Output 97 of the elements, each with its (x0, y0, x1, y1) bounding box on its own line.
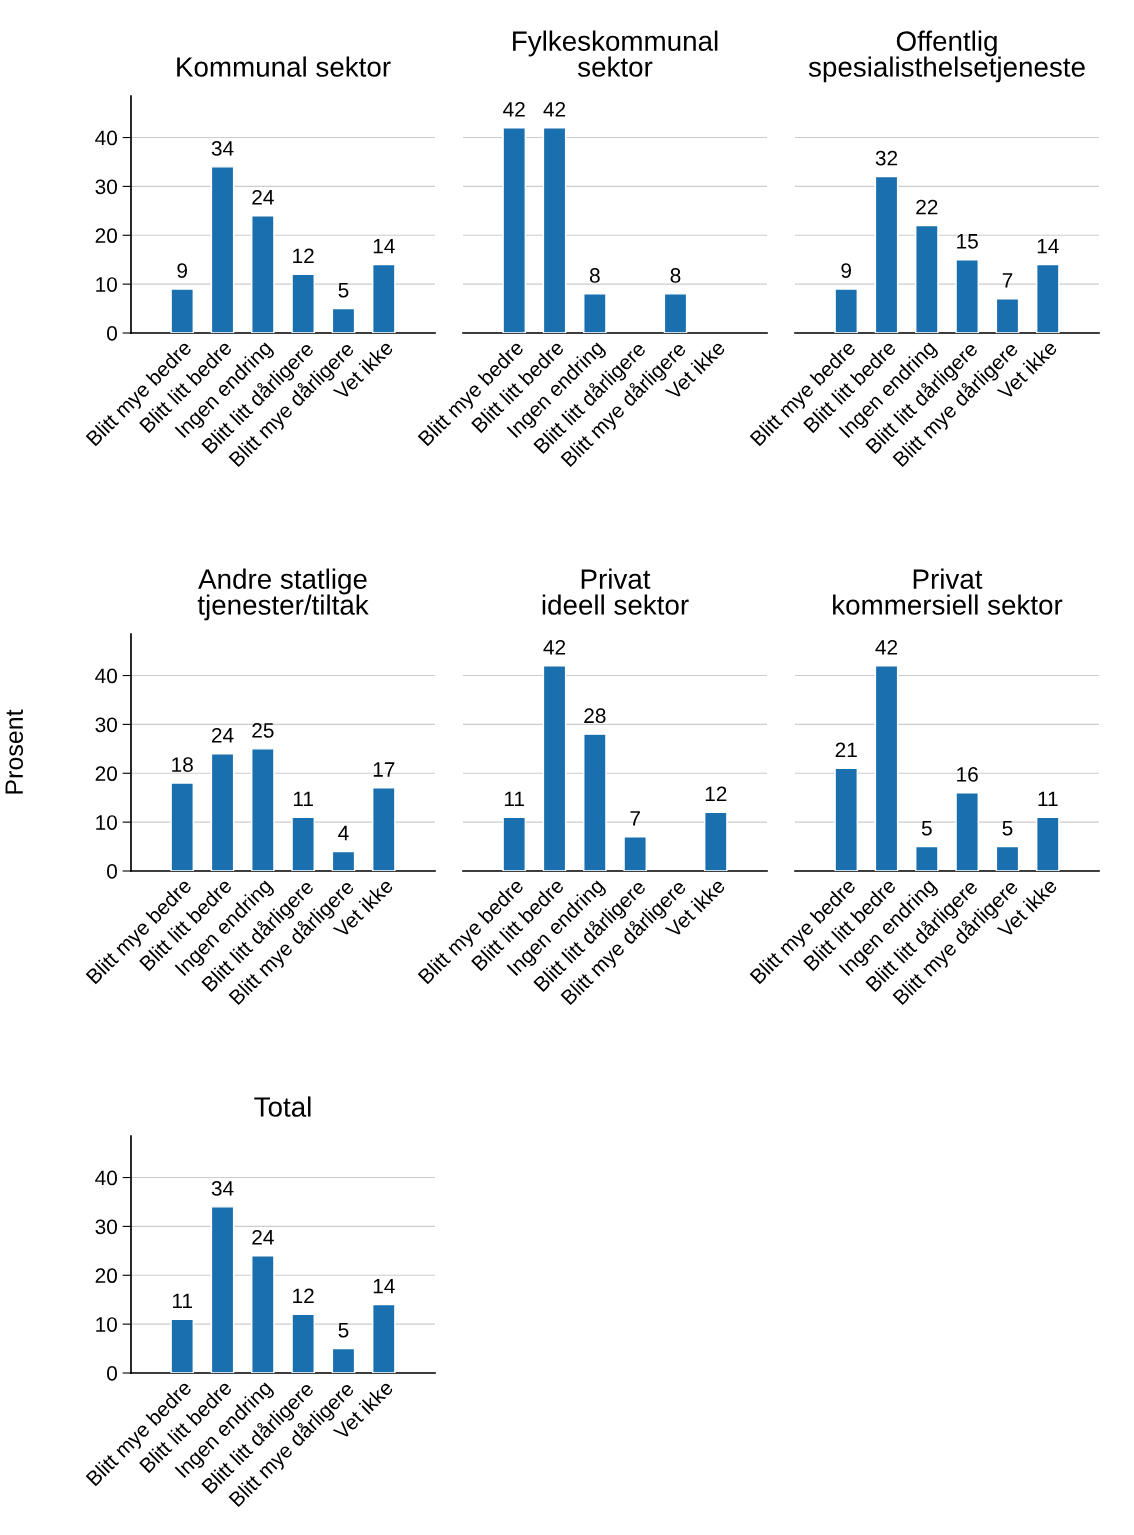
data-label: 5 (1002, 820, 1013, 836)
data-label: 21 (835, 742, 857, 758)
bar (623, 836, 647, 871)
y-tick-label: 0 (107, 1366, 117, 1381)
bar (331, 307, 356, 333)
y-tick-label: 20 (95, 228, 117, 244)
bar (955, 259, 979, 333)
data-label: 14 (373, 238, 395, 254)
bar (583, 733, 607, 871)
data-label: 16 (957, 767, 978, 782)
bar (502, 816, 526, 871)
bar (372, 787, 396, 871)
bar (170, 782, 194, 871)
bar (542, 665, 567, 871)
chart-title: Andre statlige tjenester/tiltak (197, 568, 369, 621)
bar (874, 175, 899, 333)
data-label: 14 (373, 1278, 395, 1294)
bar (372, 263, 396, 333)
data-label: 5 (338, 1322, 349, 1338)
data-label: 42 (543, 101, 566, 117)
bar (995, 845, 1020, 871)
data-label: 34 (211, 141, 234, 156)
y-tick-label: 30 (95, 179, 117, 195)
chart-title: Offentlig spesialisthelsetjeneste (808, 30, 1085, 83)
y-tick-label: 10 (96, 1317, 117, 1332)
data-label: 25 (252, 723, 274, 738)
data-label: 42 (543, 639, 566, 655)
bar (170, 288, 194, 333)
data-label: 24 (252, 1229, 274, 1245)
y-tick-label: 20 (95, 1268, 117, 1284)
y-tick-label: 10 (96, 815, 117, 830)
data-label: 11 (172, 1293, 193, 1308)
data-label: 12 (293, 1288, 314, 1304)
y-tick-label: 40 (95, 668, 117, 684)
data-label: 5 (921, 820, 932, 836)
data-label: 18 (172, 757, 193, 772)
data-label: 14 (1037, 238, 1059, 254)
data-label: 32 (875, 150, 898, 166)
data-label: 28 (584, 708, 606, 724)
bar (291, 1313, 315, 1373)
data-label: 7 (630, 811, 640, 826)
y-axis-title: Prosent (5, 709, 24, 794)
bar (704, 811, 728, 871)
data-label: 11 (293, 791, 313, 806)
data-label: 24 (252, 189, 274, 205)
y-tick-label: 40 (95, 130, 117, 146)
y-tick-label: 20 (95, 766, 117, 782)
y-tick-label: 10 (96, 277, 117, 292)
bar (210, 166, 235, 333)
y-tick-label: 30 (95, 1219, 117, 1235)
y-tick-label: 0 (107, 326, 117, 341)
data-label: 42 (875, 639, 898, 655)
bar (834, 767, 858, 871)
bar (251, 1255, 275, 1373)
data-label: 22 (916, 199, 938, 215)
bar (995, 298, 1020, 333)
bar (834, 288, 858, 333)
bar (874, 665, 899, 871)
bar (1036, 263, 1060, 333)
chart-title: Fylkeskommunal sektor (513, 30, 718, 77)
data-label: 9 (841, 263, 852, 278)
data-label: 5 (338, 282, 349, 298)
data-label: 42 (503, 101, 525, 117)
data-label: 4 (338, 825, 349, 841)
bar (915, 224, 939, 333)
bar (915, 845, 939, 871)
bar (251, 748, 275, 871)
y-tick-label: 0 (107, 864, 117, 879)
bar (291, 273, 315, 333)
data-label: 11 (504, 791, 525, 806)
data-label: 7 (1002, 273, 1013, 288)
y-tick-label: 30 (95, 717, 117, 733)
bar (210, 1206, 235, 1373)
bar (291, 816, 315, 871)
data-label: 12 (705, 786, 727, 802)
data-label: 9 (177, 263, 188, 278)
bar (1036, 816, 1060, 871)
data-label: 11 (1038, 791, 1058, 806)
data-label: 34 (211, 1181, 234, 1196)
data-label: 24 (211, 727, 234, 743)
bar (955, 792, 979, 871)
bar (331, 850, 356, 871)
chart-title: Privat ideell sektor (542, 568, 689, 615)
chart-title: Total (254, 1096, 311, 1117)
data-label: 12 (293, 248, 314, 264)
y-tick-label: 40 (95, 1170, 117, 1186)
bar (251, 215, 275, 333)
data-label: 8 (670, 268, 681, 283)
bar (210, 753, 235, 871)
data-label: 15 (957, 234, 978, 249)
bar (372, 1303, 396, 1373)
chart-title: Kommunal sektor (177, 56, 391, 77)
data-label: 8 (589, 268, 600, 283)
data-label: 17 (373, 762, 395, 777)
bar (170, 1318, 194, 1373)
bar (331, 1347, 356, 1373)
chart-title: Privat kommersiell sektor (833, 568, 1063, 615)
